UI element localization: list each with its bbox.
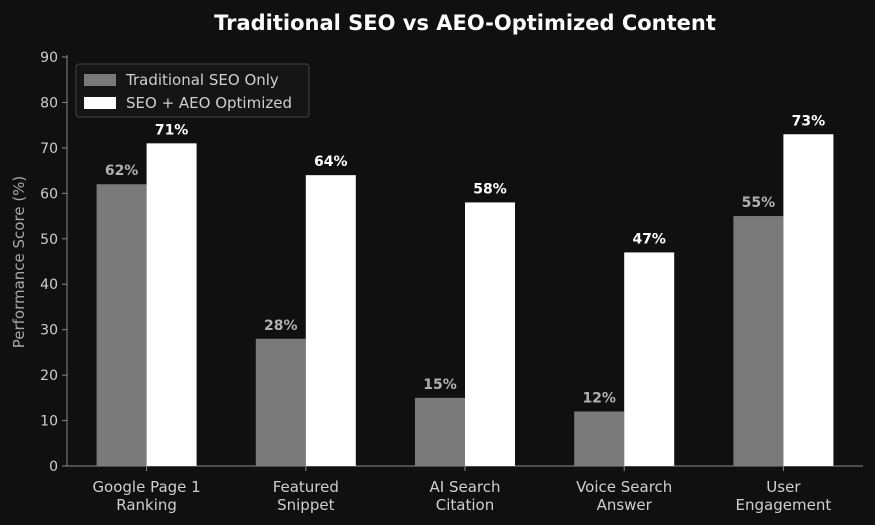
y-tick-label: 0 [49,459,58,475]
bar-seo-aeo [465,202,515,466]
data-label: 62% [105,163,139,179]
data-label: 28% [264,318,298,334]
x-tick-label-line: Citation [436,496,494,514]
y-axis-label: Performance Score (%) [10,176,28,349]
chart-title: Traditional SEO vs AEO-Optimized Content [214,11,716,35]
data-label: 58% [473,181,507,197]
data-label: 71% [155,122,189,138]
bar-seo-aeo [783,134,834,466]
y-tick-label: 40 [40,277,58,293]
y-tick-label: 70 [40,141,58,157]
x-tick-label-line: Answer [597,496,653,514]
x-tick-label-line: AI Search [430,478,501,496]
y-tick-label: 10 [40,414,58,430]
legend-box [75,63,310,118]
bar-traditional-seo [574,411,625,466]
x-tick-label: Featured Snippet [273,478,339,514]
legend-label: SEO + AEO Optimized [126,94,292,112]
y-tick-label: 30 [40,323,58,339]
data-label: 12% [582,390,616,406]
x-tick-label-line: Google Page 1 [92,478,200,496]
axes: 0 10 20 30 40 50 60 70 80 90 Google Page 1 Ranking F… [40,50,863,514]
legend-label: Traditional SEO Only [125,71,279,89]
data-label: 55% [742,195,776,211]
bar-traditional-seo [255,338,306,466]
y-tick-label: 60 [40,186,58,202]
x-tick-label-line: Engagement [736,496,832,514]
y-tick-label: 80 [40,95,58,111]
y-tick-label: 90 [40,50,58,66]
x-tick-label-line: Snippet [277,496,334,514]
x-tick-label: Google Page 1 Ranking [92,478,200,514]
bar-seo-aeo [624,252,675,466]
bar-traditional-seo [415,397,465,466]
x-tick-label-line: Featured [273,478,339,496]
data-label: 73% [792,113,826,129]
legend-swatch [84,74,116,86]
bars-group: 62% 71% 28% 64% 15% 58% 12% 47% 55% 73% [96,113,834,466]
x-tick-label-line: User [766,478,801,496]
x-tick-label: AI Search Citation [430,478,501,514]
x-tick-label-line: Voice Search [576,478,672,496]
data-label: 15% [423,377,457,393]
legend-swatch [84,97,116,109]
x-tick-label: User Engagement [736,478,832,514]
bar-traditional-seo [96,184,147,466]
legend: Traditional SEO Only SEO + AEO Optimized [75,63,310,118]
bar-seo-aeo [305,175,356,466]
bar-traditional-seo [733,216,784,466]
data-label: 64% [314,154,348,170]
x-tick-label: Voice Search Answer [576,478,672,514]
y-tick-label: 50 [40,232,58,248]
x-tick-label-line: Ranking [116,496,177,514]
bar-seo-aeo [146,143,197,466]
y-tick-label: 20 [40,368,58,384]
data-label: 47% [632,231,666,247]
